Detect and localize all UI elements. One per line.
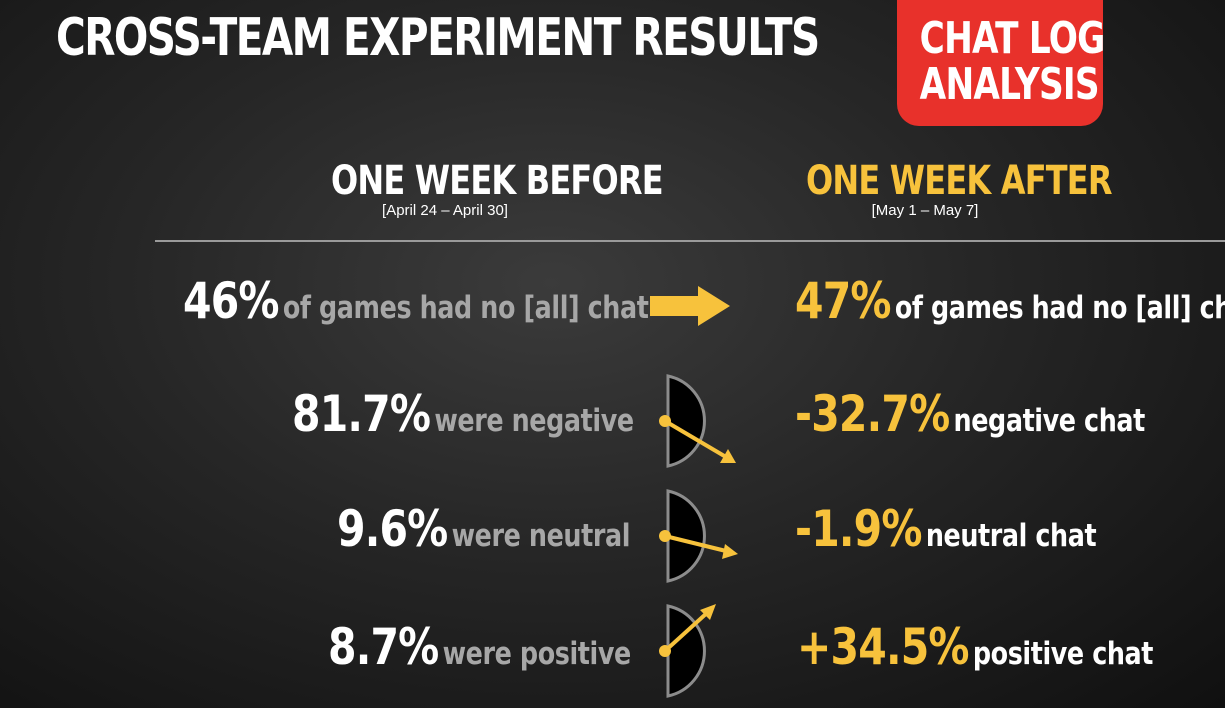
before-no-chat-value: 46% [183,272,280,330]
after-negative-label: negative chat [953,403,1146,439]
gauge-arrow-slight-down-icon [659,489,738,583]
right-arrow-icon [650,286,730,326]
before-dates: [April 24 – April 30] [382,202,508,219]
before-negative-value: 81.7% [292,385,431,443]
before-neutral-value: 9.6% [337,500,448,558]
before-negative-stat: 81.7% were negative [292,385,634,443]
before-positive-label: were positive [442,636,632,672]
gauge-arrow-down-icon [659,374,736,468]
badge-line-2: ANALYSIS [919,59,1100,110]
before-neutral-stat: 9.6% were neutral [337,500,630,558]
before-positive-value: 8.7% [328,618,439,676]
before-negative-label: were negative [434,403,634,439]
gauge-arrow-up-icon [659,604,716,698]
header-divider [155,240,1225,242]
after-positive-stat: +34.5% positive chat [797,618,1153,676]
badge-line-1: CHAT LOG [919,13,1106,64]
after-negative-value: -32.7% [795,385,950,443]
after-dates: [May 1 – May 7] [871,202,979,219]
after-no-chat-label: of games had no [all] chat [894,290,1225,326]
before-heading: ONE WEEK BEFORE [331,158,664,204]
chat-log-analysis-badge: CHAT LOG ANALYSIS [897,0,1106,126]
before-neutral-label: were neutral [451,518,631,554]
after-neutral-label: neutral chat [925,518,1097,554]
before-column-header: ONE WEEK BEFORE [April 24 – April 30] [300,158,664,219]
after-no-chat-stat: 47% of games had no [all] chat [795,272,1225,330]
after-positive-label: positive chat [972,636,1154,672]
before-positive-stat: 8.7% were positive [328,618,631,676]
after-no-chat-value: 47% [795,272,892,330]
before-no-chat-label: of games had no [all] chat [282,290,649,326]
page-title: CROSS-TEAM EXPERIMENT RESULTS [56,8,820,68]
after-negative-stat: -32.7% negative chat [795,385,1145,443]
after-neutral-value: -1.9% [795,500,922,558]
before-no-chat-stat: 46% of games had no [all] chat [183,272,649,330]
after-positive-value: +34.5% [797,618,969,676]
after-heading: ONE WEEK AFTER [806,158,1112,204]
after-neutral-stat: -1.9% neutral chat [795,500,1097,558]
after-column-header: ONE WEEK AFTER [May 1 – May 7] [775,158,1112,219]
